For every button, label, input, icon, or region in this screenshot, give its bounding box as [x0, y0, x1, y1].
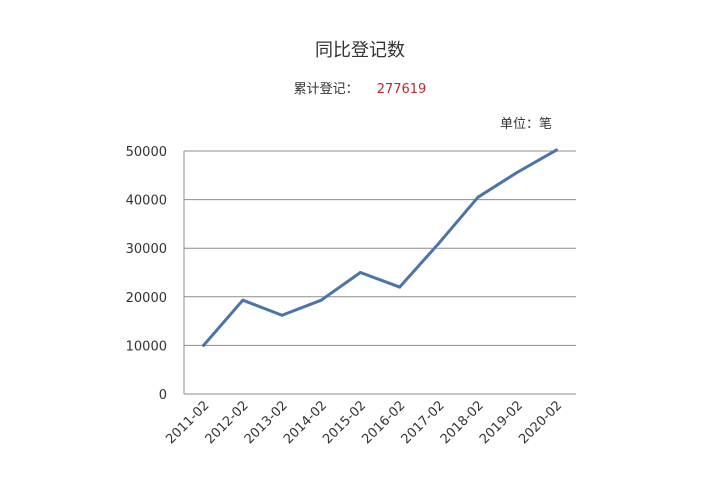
grid-lines [184, 150, 576, 395]
x-tick-label: 2020-02 [516, 398, 565, 447]
data-point [554, 148, 558, 152]
data-point [437, 241, 441, 245]
y-tick-label: 30000 [126, 242, 167, 257]
data-point [515, 170, 519, 174]
y-tick-label: 10000 [126, 339, 167, 354]
data-point [280, 313, 284, 317]
unit-label: 单位：笔 [499, 117, 552, 132]
y-tick-label: 40000 [126, 194, 167, 209]
total-registrations: 累计登记： 277619 [0, 78, 720, 97]
data-point [398, 285, 402, 289]
total-registrations-value: 277619 [376, 82, 427, 97]
y-axis: 0 10000 20000 30000 40000 50000 [126, 145, 185, 403]
x-axis: 2011-022012-022013-022014-022015-022016-… [163, 398, 565, 447]
data-point [241, 298, 245, 302]
data-point [476, 195, 480, 199]
y-tick-label: 20000 [126, 291, 167, 306]
data-point [319, 298, 323, 302]
data-point [202, 343, 206, 347]
series-layer [202, 148, 558, 347]
total-registrations-label: 累计登记： [293, 82, 359, 97]
series-line [202, 148, 558, 347]
y-tick-label: 50000 [126, 145, 167, 160]
y-tick-label: 0 [159, 388, 167, 403]
data-point [358, 271, 362, 274]
chart-title: 同比登记数 [315, 40, 405, 61]
